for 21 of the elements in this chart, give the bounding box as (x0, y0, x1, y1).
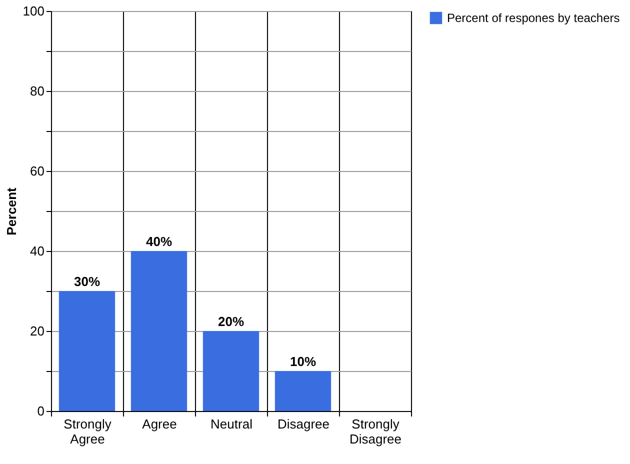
x-tick-label: Agree (142, 416, 177, 432)
bar (130, 251, 188, 411)
text: 20% (218, 314, 244, 329)
bar (274, 371, 332, 411)
y-tick-label: 40 (30, 244, 44, 258)
text: 40% (146, 234, 172, 249)
x-tick-label: Strongly Agree (64, 416, 112, 446)
y-tick-label: 60 (30, 164, 44, 178)
x-tick-label: Disagree (277, 416, 330, 432)
x-tick-label: Strongly Disagree (349, 416, 402, 446)
y-tick-label: 80 (30, 84, 44, 98)
x-tick-label: Neutral (210, 416, 253, 432)
y-tick-label: 20 (30, 324, 44, 338)
y-tick-label: 0 (37, 404, 44, 418)
bar (58, 291, 116, 411)
bar (202, 331, 260, 411)
legend-label: Percent of respones by teachers (447, 11, 620, 25)
y-tick-label: 100 (22, 4, 44, 18)
y-axis-title: Percent (4, 186, 19, 236)
text: 30% (74, 274, 100, 289)
text: 10% (290, 354, 316, 369)
